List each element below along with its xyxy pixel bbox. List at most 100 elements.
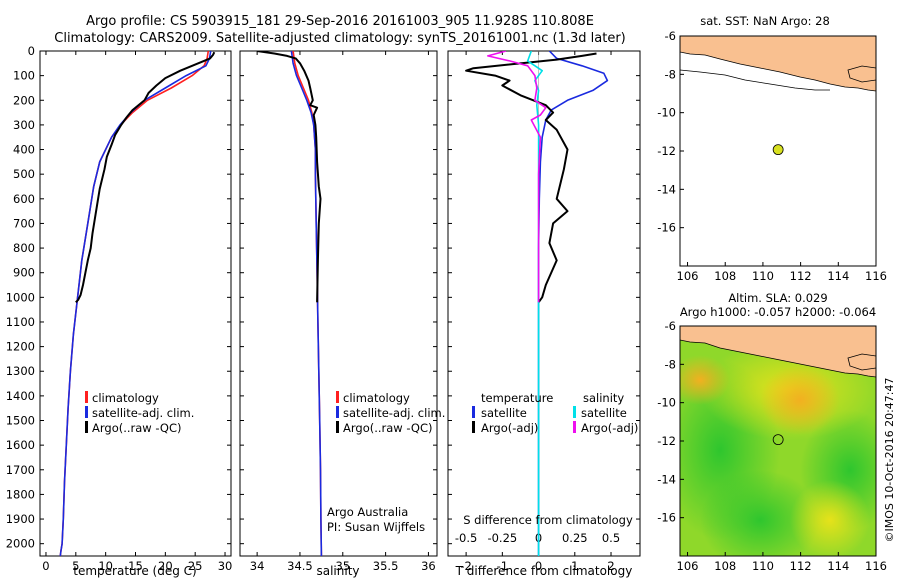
- map-x-tick-label: 116: [865, 269, 887, 283]
- x-tick-label: 25: [188, 559, 203, 573]
- map-y-tick-label: -12: [657, 144, 676, 158]
- legend-label-argo: Argo(..raw -QC): [343, 421, 433, 435]
- map-x-tick-label: 110: [752, 269, 774, 283]
- y-tick-label: 600: [13, 192, 35, 206]
- java-island: [680, 36, 876, 92]
- legend-title-temperature: temperature: [481, 391, 553, 405]
- x-tick-label: 20: [158, 559, 173, 573]
- y-tick-label: 2000: [6, 537, 35, 551]
- difference-xlabel-top: S difference from climatology: [463, 513, 633, 527]
- map-y-tick-label: -16: [657, 221, 676, 235]
- series-line-temperature-satellite: [537, 51, 609, 556]
- salinity-annotation-line1: Argo Australia: [327, 505, 408, 519]
- sst-map-title: sat. SST: NaN Argo: 28: [700, 14, 830, 28]
- x-tick-label: 30: [218, 559, 233, 573]
- sla-map-argo-location: [772, 434, 784, 446]
- y-tick-label: 1600: [6, 438, 35, 452]
- y-tick-label: 1900: [6, 512, 35, 526]
- sla-map-body: [680, 326, 876, 556]
- temperature-xlabel: temperature (deg C): [73, 564, 196, 578]
- y-tick-label: 0: [28, 44, 35, 58]
- map-y-tick-label: -10: [657, 396, 676, 410]
- legend-swatch-satellite: [85, 406, 88, 418]
- map-x-tick-label: 112: [790, 269, 812, 283]
- temperature-legend: climatology satellite-adj. clim. Argo(..…: [85, 391, 194, 435]
- y-tick-label: 800: [13, 241, 35, 255]
- map-y-tick-label: -6: [665, 319, 676, 333]
- sst-map-ticks: 106 108 110 112 114 116 -6 -8 -10 -12 -14 -16: [657, 29, 887, 283]
- x-top-tick-label: 0.5: [602, 531, 620, 545]
- legend-label-climatology: climatology: [343, 391, 410, 405]
- salinity-annotation-line2: PI: Susan Wijffels: [327, 520, 425, 534]
- legend-label-temp-satellite: satellite: [481, 406, 527, 420]
- sla-map-subtitle: Argo h1000: -0.057 h2000: -0.064: [680, 305, 876, 319]
- x-tick-label: 1: [571, 559, 578, 573]
- y-tick-label: 200: [13, 93, 35, 107]
- map-x-tick-label: 116: [865, 559, 887, 573]
- sst-map-argo-location: [772, 144, 784, 156]
- legend-swatch-argo: [85, 421, 88, 433]
- series-line-argo-raw-qc-: [75, 51, 216, 303]
- map-y-tick-label: -10: [657, 106, 676, 120]
- temperature-ticks: 0100200300400500600700800900100011001200…: [6, 44, 233, 573]
- legend-swatch-sal-satellite: [573, 406, 576, 418]
- map-x-tick-label: 114: [827, 269, 849, 283]
- x-tick-label: 35: [335, 559, 350, 573]
- figure-title-line2: Climatology: CARS2009. Satellite-adjuste…: [54, 31, 626, 46]
- legend-swatch-sal-argo: [573, 421, 576, 433]
- x-tick-label: 35.5: [373, 559, 399, 573]
- y-tick-label: 1800: [6, 487, 35, 501]
- salinity-lines: [256, 51, 323, 556]
- difference-xlabel-bottom: T difference from climatology: [455, 564, 633, 578]
- sla-map-title: Altim. SLA: 0.029: [728, 291, 827, 305]
- map-x-tick-label: 108: [714, 269, 736, 283]
- series-line-salinity-argo-adj-: [486, 51, 547, 303]
- map-y-tick-label: -8: [665, 357, 676, 371]
- y-tick-label: 1300: [6, 364, 35, 378]
- legend-swatch-satellite: [336, 406, 339, 418]
- y-tick-label: 1500: [6, 414, 35, 428]
- java-south-coast: [680, 69, 830, 91]
- x-tick-label: 5: [72, 559, 79, 573]
- x-top-tick-label: -0.5: [455, 531, 477, 545]
- series-line-argo-raw-qc-: [256, 51, 322, 303]
- x-top-tick-label: -0.25: [487, 531, 517, 545]
- x-tick-label: 34.5: [287, 559, 313, 573]
- salinity-xlabel: salinity: [316, 564, 359, 578]
- x-tick-label: -2: [460, 559, 471, 573]
- map-x-tick-label: 110: [752, 559, 774, 573]
- legend-swatch-climatology: [336, 391, 339, 403]
- y-tick-label: 1400: [6, 389, 35, 403]
- legend-title-salinity: salinity: [583, 391, 624, 405]
- islands-east: [847, 65, 876, 83]
- legend-swatch-temp-argo: [472, 421, 475, 433]
- map-y-tick-label: -16: [657, 511, 676, 525]
- y-tick-label: 1100: [6, 315, 35, 329]
- salinity-legend: climatology satellite-adj. clim. Argo(..…: [336, 391, 445, 435]
- legend-label-argo: Argo(..raw -QC): [92, 421, 182, 435]
- x-tick-label: 36: [421, 559, 436, 573]
- legend-label-temp-argo: Argo(-adj): [481, 421, 538, 435]
- legend-label-satellite: satellite-adj. clim.: [92, 406, 194, 420]
- islands-east: [847, 353, 876, 371]
- y-tick-label: 700: [13, 216, 35, 230]
- y-tick-label: 500: [13, 167, 35, 181]
- map-x-tick-label: 114: [827, 559, 849, 573]
- imos-credit: ©IMOS 10-Oct-2016 20:47:47: [883, 377, 896, 542]
- map-y-tick-label: -14: [657, 472, 676, 486]
- y-tick-label: 1000: [6, 290, 35, 304]
- y-tick-label: 400: [13, 143, 35, 157]
- series-line-satellite-adj-clim-: [290, 51, 323, 556]
- x-tick-label: 0: [535, 559, 542, 573]
- legend-label-climatology: climatology: [92, 391, 159, 405]
- x-tick-label: 10: [98, 559, 113, 573]
- map-y-tick-label: -6: [665, 29, 676, 43]
- map-x-tick-label: 112: [790, 559, 812, 573]
- legend-label-satellite: satellite-adj. clim.: [343, 406, 445, 420]
- salinity-axes-frame: [239, 50, 438, 557]
- x-tick-label: 34: [250, 559, 265, 573]
- map-y-tick-label: -8: [665, 67, 676, 81]
- series-line-temperature-argo-adj-: [465, 52, 597, 303]
